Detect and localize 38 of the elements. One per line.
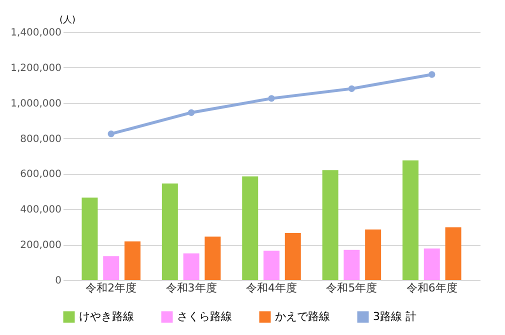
point — [428, 71, 436, 78]
bar — [365, 230, 382, 280]
y-tick-label: 600,000 — [20, 169, 62, 180]
y-tick-label: 1,400,000 — [10, 28, 62, 38]
x-tick-label: 令和6年度 — [406, 282, 458, 294]
y-tick-label: 400,000 — [20, 204, 62, 216]
bar — [82, 198, 98, 280]
x-tick-label: 令和2年度 — [86, 282, 137, 294]
bar — [183, 253, 200, 280]
x-tick-label: 令和4年度 — [246, 282, 297, 294]
bar — [284, 233, 301, 280]
bar — [402, 160, 418, 280]
bar — [103, 256, 120, 280]
bar — [264, 250, 280, 280]
point — [188, 109, 195, 116]
y-tick-label: 0 — [55, 276, 62, 286]
bar — [344, 250, 360, 280]
legend-label: 3路線 計 — [373, 310, 416, 323]
legend-label: さくら路線 — [177, 310, 232, 323]
y-tick-label: 800,000 — [20, 134, 62, 145]
bar — [424, 248, 440, 280]
x-tick-label: 令和3年度 — [166, 282, 217, 294]
point — [348, 85, 356, 92]
bar — [242, 176, 258, 280]
point — [108, 130, 114, 138]
bar — [204, 236, 221, 280]
y-tick-label: 1,200,000 — [10, 62, 62, 74]
y-tick-label: 1,000,000 — [10, 98, 62, 110]
legend-label: けやき路線 — [79, 310, 134, 323]
bar — [322, 170, 338, 280]
bar — [445, 227, 462, 280]
legend-label: かえで路線 — [275, 310, 330, 323]
y-axis-title: (人) — [60, 14, 76, 26]
point — [268, 95, 275, 102]
y-tick-label: 200,000 — [20, 240, 62, 252]
bar — [162, 183, 178, 280]
x-tick-label: 令和5年度 — [326, 282, 378, 294]
bar — [124, 241, 140, 280]
